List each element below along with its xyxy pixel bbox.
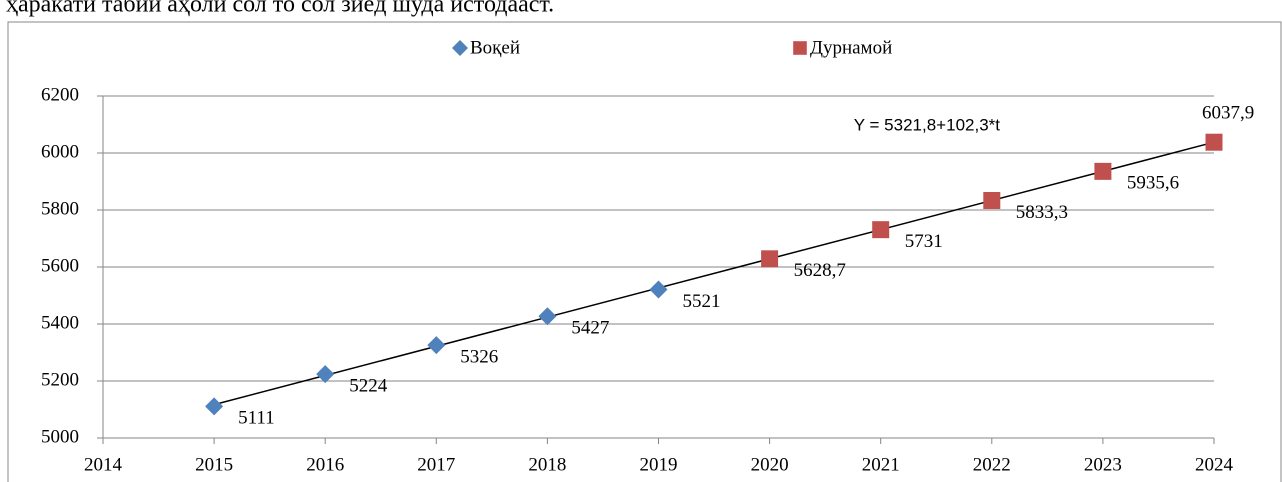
- trendline-equation: Y = 5321,8+102,3*t: [854, 115, 1000, 134]
- data-point: [649, 280, 668, 299]
- data-label: 5731: [905, 231, 943, 252]
- y-tick-label: 5000: [41, 426, 79, 447]
- legend-marker: [452, 40, 468, 56]
- x-tick-label: 2019: [640, 454, 678, 475]
- x-tick-label: 2021: [862, 454, 900, 475]
- y-tick-label: 6200: [41, 84, 79, 105]
- data-point: [1094, 162, 1112, 180]
- data-label: 5326: [460, 346, 498, 367]
- x-tick-label: 2015: [195, 454, 233, 475]
- legend-label: Дурнамой: [810, 37, 892, 58]
- data-point: [427, 336, 446, 355]
- data-label: 5833,3: [1016, 202, 1068, 223]
- x-tick-label: 2024: [1195, 454, 1234, 475]
- y-tick-label: 5400: [41, 312, 79, 333]
- data-point: [316, 365, 335, 384]
- y-tick-label: 5800: [41, 198, 79, 219]
- trendline: [213, 141, 1215, 406]
- legend-label: Воқей: [470, 37, 520, 58]
- data-point: [1205, 133, 1223, 151]
- x-tick-label: 2017: [417, 454, 455, 475]
- y-tick-label: 5200: [41, 369, 79, 390]
- data-point: [205, 397, 224, 416]
- data-point: [983, 192, 1001, 210]
- data-label: 5111: [238, 408, 275, 429]
- chart-border: [7, 21, 1282, 482]
- data-label: 5521: [683, 291, 721, 312]
- y-tick-label: 5600: [41, 255, 79, 276]
- x-tick-label: 2016: [306, 454, 344, 475]
- x-tick-label: 2023: [1084, 454, 1122, 475]
- legend-marker: [793, 41, 807, 55]
- data-point: [538, 307, 557, 326]
- data-label: 5628,7: [794, 260, 846, 281]
- data-point: [872, 221, 890, 239]
- data-label: 5935,6: [1127, 173, 1179, 194]
- data-point: [761, 250, 779, 268]
- x-tick-label: 2018: [528, 454, 566, 475]
- x-tick-label: 2020: [751, 454, 789, 475]
- data-label: 6037,9: [1202, 103, 1254, 124]
- data-label: 5224: [349, 376, 388, 397]
- y-tick-label: 6000: [41, 141, 79, 162]
- data-label: 5427: [571, 318, 609, 339]
- caption-text: ҳаракати табиӣ аҳолӣ сол то сол зиёд шуд…: [6, 0, 554, 18]
- x-tick-label: 2022: [973, 454, 1011, 475]
- x-tick-label: 2014: [84, 454, 123, 475]
